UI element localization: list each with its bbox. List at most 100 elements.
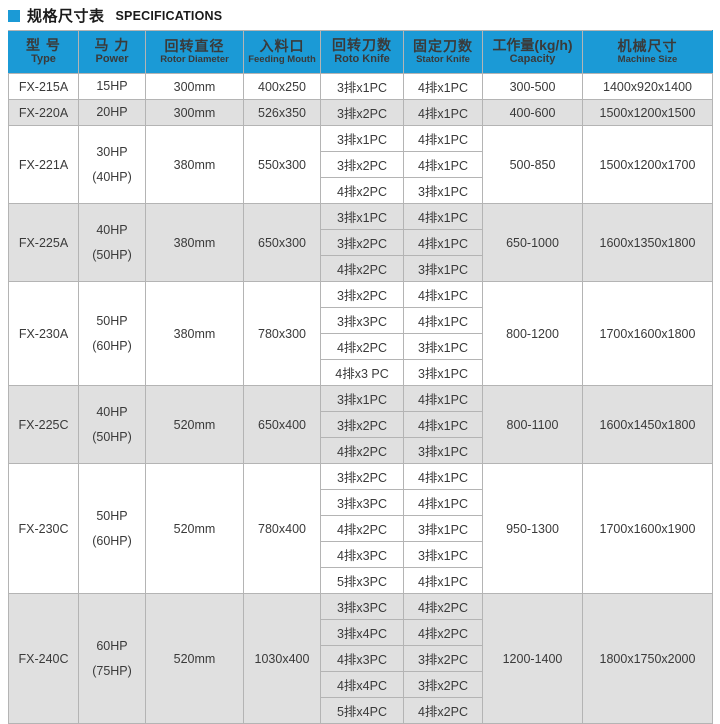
table-row: 4排x2PC 3排x1PC [9,255,713,282]
cell-stator-knife: 4排x1PC [403,125,483,152]
cell-capacity: 1200-1400 [482,593,583,724]
power-value: 50HP [96,509,128,524]
cell-stator-knife: 4排x1PC [403,281,483,308]
cell-feeding-mouth: 1030x400 [243,593,321,724]
cell-roto-knife: 5排x4PC [320,697,404,724]
column-header-en: Feeding Mouth [248,53,316,65]
cell-roto-knife: 3排x2PC [320,151,404,178]
power-value: 20HP [96,105,128,120]
table-row: 4排x3 PC 3排x1PC [9,359,713,386]
cell-rotor-diameter: 300mm [145,73,244,100]
cell-roto-knife: 3排x2PC [320,411,404,438]
cell-machine-size: 1600x1450x1800 [582,385,713,464]
cell-power: 40HP (50HP) [78,385,146,464]
column-header-en: Rotor Diameter [160,53,229,65]
cell-rotor-diameter: 380mm [145,125,244,204]
table-row: 3排x2PC 4排x1PC [9,229,713,256]
cell-feeding-mouth: 780x400 [243,463,321,594]
cell-stator-knife: 4排x1PC [403,307,483,334]
cell-stator-knife: 4排x1PC [403,567,483,594]
table-header: 型 号 Type 马 力 Power 回转直径 Rotor Diameter 入料口 Feed… [8,30,713,74]
cell-capacity: 500-850 [482,125,583,204]
page-title: 规格尺寸表 SPECIFICATIONS [0,0,720,30]
power-value: 40HP [96,405,128,420]
cell-rotor-diameter: 520mm [145,385,244,464]
cell-stator-knife: 4排x1PC [403,385,483,412]
cell-machine-size: 1700x1600x1800 [582,281,713,386]
power-value: 15HP [96,79,128,94]
cell-stator-knife: 4排x1PC [403,203,483,230]
column-header-cn: 入料口 [259,37,305,54]
column-header-cn: 马 力 [94,37,130,53]
power-value: (50HP) [92,429,132,444]
cell-stator-knife: 3排x1PC [403,515,483,542]
cell-stator-knife: 4排x2PC [403,593,483,620]
cell-capacity: 300-500 [482,73,583,100]
cell-stator-knife: 3排x2PC [403,645,483,672]
column-header-cn: 型 号 [26,37,61,53]
cell-stator-knife: 3排x2PC [403,671,483,698]
cell-stator-knife: 3排x1PC [403,437,483,464]
cell-rotor-diameter: 380mm [145,281,244,386]
column-header-stator-knife: 固定刀数 Stator Knife [403,30,483,74]
column-header-en: Type [31,53,56,66]
cell-stator-knife: 3排x1PC [403,541,483,568]
cell-roto-knife: 3排x3PC [320,593,404,620]
power-value: (60HP) [92,338,132,353]
table-body: FX-215A 15HP 300mm 400x250 3排x1PC 4排x1PC 300-5… [8,73,713,724]
cell-roto-knife: 4排x2PC [320,515,404,542]
table-row: 4排x2PC 3排x1PC [9,333,713,360]
table-row: 4排x2PC 3排x1PC [9,515,713,542]
cell-stator-knife: 3排x1PC [403,177,483,204]
cell-feeding-mouth: 650x300 [243,203,321,282]
table-row: FX-215A 15HP 300mm 400x250 3排x1PC 4排x1PC 300-5… [8,73,713,100]
column-header-en: Roto Knife [334,53,390,66]
cell-capacity: 400-600 [482,99,583,126]
table-row: FX-225A 40HP (50HP) 380mm 650x300 3排x1PC 4排x1P… [8,203,713,282]
cell-machine-size: 1600x1350x1800 [582,203,713,282]
cell-roto-knife: 3排x2PC [320,463,404,490]
cell-stator-knife: 4排x1PC [403,489,483,516]
cell-roto-knife: 3排x3PC [320,489,404,516]
table-row: 3排x3PC 4排x1PC [9,489,713,516]
cell-stator-knife: 4排x1PC [403,411,483,438]
column-header-capacity: 工作量(kg/h) Capacity [482,30,583,74]
table-row: 4排x4PC 3排x2PC [9,671,713,698]
cell-type: FX-225C [8,385,79,464]
table-row: 4排x3PC 3排x1PC [9,541,713,568]
cell-roto-knife: 4排x3PC [320,541,404,568]
power-value: 50HP [96,314,128,329]
column-header-machine-size: 机械尺寸 Machine Size [582,30,713,74]
cell-roto-knife: 3排x1PC [320,73,404,100]
cell-roto-knife: 3排x3PC [320,307,404,334]
power-value: 30HP [96,145,128,160]
column-header-cn: 固定刀数 [413,37,473,54]
table-row: FX-230A 50HP (60HP) 380mm 780x300 3排x2PC 4排x1P… [8,281,713,386]
cell-stator-knife: 3排x1PC [403,255,483,282]
table-row: FX-220A 20HP 300mm 526x350 3排x2PC 4排x1PC 400-6… [8,99,713,126]
cell-roto-knife: 4排x4PC [320,671,404,698]
table-row: FX-225C 40HP (50HP) 520mm 650x400 3排x1PC 4排x1P… [8,385,713,464]
cell-power: 50HP (60HP) [78,281,146,386]
power-value: 40HP [96,223,128,238]
cell-feeding-mouth: 526x350 [243,99,321,126]
cell-stator-knife: 4排x1PC [403,463,483,490]
cell-rotor-diameter: 300mm [145,99,244,126]
power-value: (60HP) [92,533,132,548]
cell-power: 30HP (40HP) [78,125,146,204]
column-header-cn: 回转直径 [164,37,225,54]
cell-stator-knife: 4排x1PC [403,99,483,126]
table-row: 3排x2PC 4排x1PC [9,151,713,178]
cell-stator-knife: 3排x1PC [403,333,483,360]
column-header-feeding-mouth: 入料口 Feeding Mouth [243,30,321,74]
column-header-en: Machine Size [617,53,678,65]
cell-stator-knife: 3排x1PC [403,359,483,386]
cell-capacity: 950-1300 [482,463,583,594]
square-marker-icon [8,9,20,22]
column-header-en: Capacity [509,53,556,66]
cell-machine-size: 1700x1600x1900 [582,463,713,594]
table-row: 3排x2PC 4排x1PC [9,411,713,438]
cell-roto-knife: 3排x4PC [320,619,404,646]
cell-feeding-mouth: 400x250 [243,73,321,100]
cell-roto-knife: 3排x2PC [320,229,404,256]
